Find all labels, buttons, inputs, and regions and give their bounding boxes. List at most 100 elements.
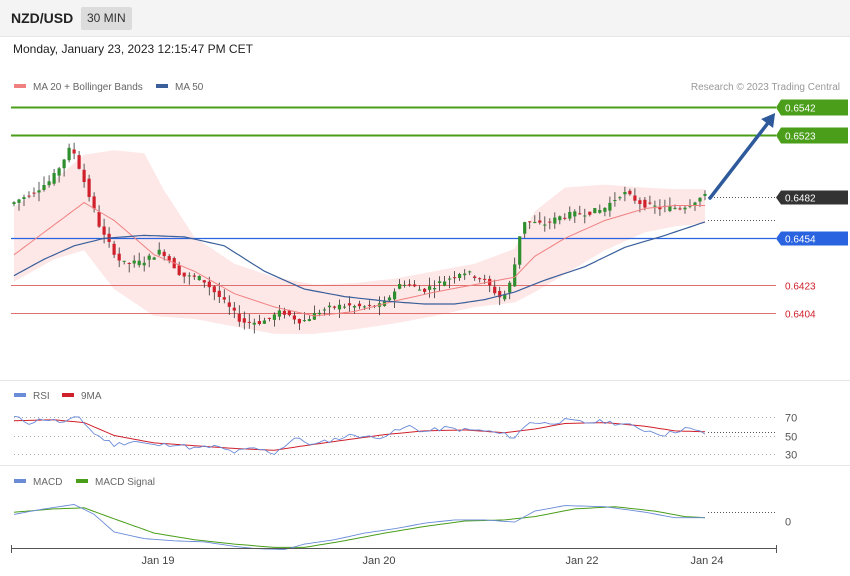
- candle: [292, 311, 296, 325]
- candle: [658, 199, 662, 216]
- candle-body: [698, 197, 702, 202]
- candle: [513, 257, 517, 287]
- legend-swatch-macd: [14, 479, 26, 483]
- candle: [142, 256, 146, 272]
- candle-body: [503, 294, 507, 300]
- pivot-tag: [776, 231, 848, 246]
- candle-body: [237, 313, 241, 322]
- candle: [548, 218, 552, 230]
- candle-body: [688, 205, 692, 207]
- candle-body: [678, 208, 682, 210]
- forecast-arrow: [708, 112, 776, 200]
- resistance-tag-label: 0.6542: [785, 104, 816, 115]
- candle-body: [683, 207, 687, 210]
- candle-body: [508, 282, 512, 293]
- candle-body: [247, 321, 251, 323]
- candle-body: [307, 319, 311, 321]
- timeframe-button[interactable]: 30 MIN: [81, 7, 132, 30]
- candle-body: [162, 251, 166, 257]
- candle-body: [603, 207, 607, 212]
- candle: [112, 240, 116, 258]
- candle: [558, 215, 562, 225]
- legend-label-ma50: MA 50: [175, 82, 204, 93]
- candle-body: [523, 222, 527, 234]
- candle-body: [252, 322, 256, 325]
- candle-body: [227, 302, 231, 307]
- candle-body: [327, 305, 332, 308]
- candle: [187, 272, 191, 285]
- candle: [628, 188, 632, 196]
- candle-body: [513, 264, 517, 287]
- candle-body: [563, 217, 567, 219]
- rsi-tick-label: 50: [785, 432, 797, 444]
- ma20-line: [13, 201, 705, 317]
- candle-body: [468, 271, 472, 273]
- candle-body: [82, 169, 86, 182]
- candle-body: [362, 306, 367, 308]
- candle: [147, 253, 151, 268]
- candle: [222, 289, 226, 304]
- candle-body: [673, 207, 677, 209]
- candle-body: [147, 255, 151, 260]
- candle: [648, 195, 652, 205]
- candle: [463, 269, 467, 280]
- candle-body: [22, 197, 26, 199]
- candle-body: [87, 178, 91, 197]
- candle-body: [553, 217, 557, 224]
- candle-body: [357, 303, 362, 307]
- candle: [117, 247, 121, 268]
- candle-body: [408, 284, 412, 286]
- legend-label-macd-signal: MACD Signal: [95, 477, 155, 488]
- macd-tick-label: 0: [785, 517, 791, 529]
- candle-body: [533, 222, 537, 223]
- candle: [182, 272, 186, 284]
- candle: [167, 254, 171, 264]
- candle: [352, 304, 357, 314]
- legend-label-ma20: MA 20 + Bollinger Bands: [33, 82, 143, 93]
- candle: [327, 302, 332, 316]
- candle-body: [42, 185, 46, 190]
- candle: [212, 285, 216, 301]
- candle: [403, 280, 407, 288]
- candle-body: [438, 281, 442, 283]
- candle-body: [117, 253, 121, 261]
- candle-body: [367, 304, 372, 306]
- candle: [683, 205, 687, 214]
- candle: [433, 280, 437, 299]
- candle: [563, 213, 567, 221]
- candle-body: [483, 278, 487, 280]
- candle: [603, 207, 607, 217]
- candle: [598, 204, 602, 214]
- candle-body: [297, 319, 301, 324]
- candle: [608, 196, 612, 217]
- candle: [633, 188, 637, 204]
- price-levels: [11, 106, 776, 314]
- candle-body: [613, 200, 617, 201]
- candle-body: [267, 317, 271, 319]
- candle: [92, 192, 96, 213]
- candle: [347, 296, 352, 312]
- candle-body: [137, 260, 141, 266]
- candle: [408, 279, 412, 287]
- candle: [17, 198, 21, 211]
- candle: [693, 201, 697, 211]
- candle-body: [623, 192, 627, 195]
- candle-body: [658, 206, 662, 210]
- candle: [528, 221, 532, 229]
- candle-body: [132, 260, 136, 264]
- candle: [22, 194, 26, 206]
- current-price-tag: [776, 190, 848, 205]
- candle-body: [32, 192, 36, 194]
- candle-body: [588, 211, 592, 215]
- candle: [538, 212, 542, 225]
- candle: [367, 300, 372, 310]
- legend-label-rsi-ma: 9MA: [81, 391, 102, 402]
- support-label: 0.6404: [785, 310, 816, 321]
- candle-body: [398, 284, 402, 289]
- candle: [242, 311, 246, 330]
- candle-body: [282, 310, 286, 315]
- candle-body: [443, 281, 447, 286]
- candle-body: [157, 249, 161, 255]
- macd-gridlines: 0: [785, 517, 791, 529]
- candle: [618, 196, 622, 201]
